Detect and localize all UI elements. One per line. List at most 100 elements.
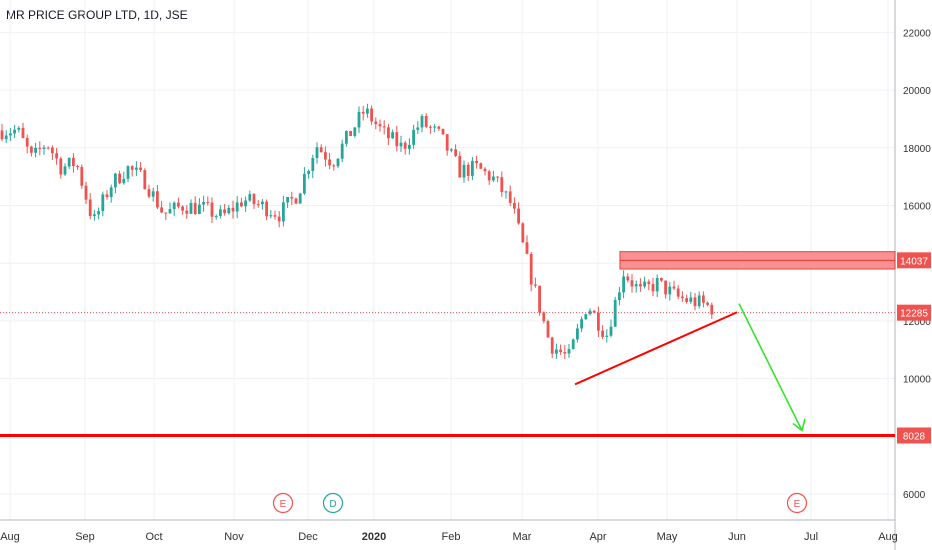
event-marker xyxy=(786,492,808,514)
x-tick-label: Jun xyxy=(728,531,746,543)
candle-body xyxy=(345,130,348,144)
candle-body xyxy=(244,200,247,207)
x-tick-label: Aug xyxy=(0,531,20,543)
candle-body xyxy=(202,202,205,205)
x-tick-label: Sep xyxy=(75,531,95,543)
candle-body xyxy=(697,295,701,307)
event-marker-label: D xyxy=(329,499,336,510)
candle-body xyxy=(550,337,554,354)
candle-body xyxy=(689,297,693,302)
support-price-label-bg xyxy=(897,427,931,444)
candle-body xyxy=(433,126,436,128)
zone-price-label-bg xyxy=(897,252,931,269)
candle-body xyxy=(546,321,550,338)
x-tick-label: May xyxy=(657,531,678,543)
candle-body xyxy=(710,304,714,315)
candle-body xyxy=(571,339,575,350)
candle-body xyxy=(59,158,63,175)
candle-body xyxy=(618,292,621,301)
candle-body xyxy=(399,142,403,147)
candle-body xyxy=(298,193,302,204)
candle-body xyxy=(25,137,29,147)
candle-body xyxy=(412,129,415,145)
candle-body xyxy=(290,196,294,199)
candle-body xyxy=(214,215,218,217)
x-tick-label: Apr xyxy=(589,531,606,543)
candle-body xyxy=(584,314,588,320)
event-marker-label: E xyxy=(794,499,801,510)
candle-body xyxy=(664,280,667,295)
candle-body xyxy=(210,202,214,217)
event-marker-label: E xyxy=(280,499,287,510)
candle-body xyxy=(42,147,46,149)
candle-body xyxy=(332,165,336,167)
candle-body xyxy=(265,201,268,217)
candle-body xyxy=(483,168,487,172)
candle-body xyxy=(567,349,571,354)
candle-body xyxy=(504,191,508,193)
rising-trendline xyxy=(574,311,738,386)
candle-body xyxy=(643,281,646,287)
candle-body xyxy=(198,204,201,214)
y-tick-label: 16000 xyxy=(903,202,931,213)
candle-body xyxy=(500,177,504,193)
candle-body xyxy=(622,276,625,293)
x-tick-label: Jul xyxy=(804,531,818,543)
chart-title: MR PRICE GROUP LTD, 1D, JSE xyxy=(6,8,188,22)
candle-body xyxy=(647,281,651,285)
candle-body xyxy=(655,277,659,292)
candle-body xyxy=(458,155,462,178)
x-tick-label: Dec xyxy=(298,531,318,543)
candle-body xyxy=(357,111,361,128)
candle-body xyxy=(324,152,327,160)
candle-body xyxy=(605,335,609,337)
candle-body xyxy=(445,134,449,151)
candle-body xyxy=(592,310,596,313)
candle-body xyxy=(164,212,168,214)
candle-body xyxy=(9,133,12,136)
candle-body xyxy=(576,328,579,340)
candle-body xyxy=(51,147,54,154)
last-price-label: 12285 xyxy=(900,309,928,320)
candle-body xyxy=(676,288,680,297)
candle-body xyxy=(639,284,642,287)
candle-body xyxy=(693,297,697,307)
candle-body xyxy=(185,210,189,214)
event-marker xyxy=(322,492,344,514)
candle-body xyxy=(555,349,558,354)
candle-body xyxy=(420,116,424,128)
candle-body xyxy=(496,176,499,178)
event-marker xyxy=(272,492,294,514)
candle-body xyxy=(38,147,42,149)
candle-body xyxy=(668,286,672,295)
candle-body xyxy=(534,284,537,286)
candle-body xyxy=(256,204,260,206)
candle-body xyxy=(286,196,289,203)
candle-body xyxy=(160,207,163,213)
candle-body xyxy=(269,215,273,217)
x-tick-label: Mar xyxy=(513,531,532,543)
candle-body xyxy=(143,170,147,190)
candle-body xyxy=(315,147,319,159)
candle-body xyxy=(172,202,176,210)
candle-body xyxy=(471,160,474,176)
candle-body xyxy=(378,124,382,127)
projection-arrow xyxy=(738,303,803,431)
candle-body xyxy=(462,164,466,178)
candle-body xyxy=(84,185,88,200)
candle-body xyxy=(109,187,113,198)
candle-body xyxy=(416,127,420,130)
support-price-label: 8028 xyxy=(903,431,926,442)
candle-body xyxy=(424,116,428,127)
candle-body xyxy=(454,149,457,156)
candle-body xyxy=(147,189,151,197)
candle-body xyxy=(487,171,491,181)
candle-body xyxy=(382,126,386,128)
candle-body xyxy=(17,127,21,130)
y-tick-label: 18000 xyxy=(903,144,931,155)
candle-body xyxy=(219,209,222,216)
candle-body xyxy=(361,111,365,114)
candle-body xyxy=(466,164,470,176)
